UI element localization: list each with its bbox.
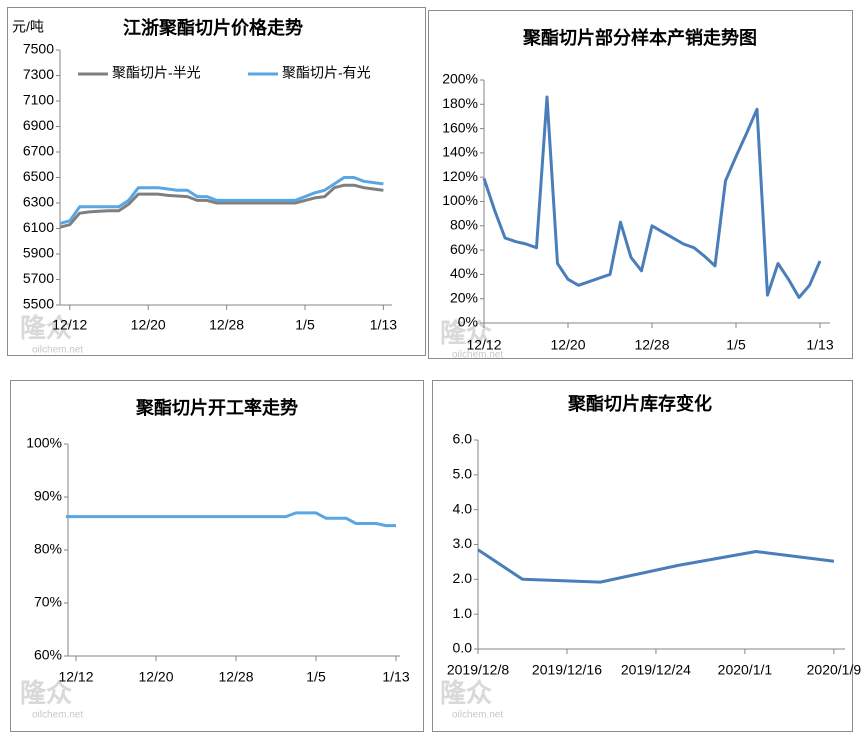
x-tick-label: 1/13 bbox=[370, 317, 397, 333]
x-tick-label: 1/13 bbox=[382, 669, 409, 685]
data-line bbox=[482, 95, 822, 299]
x-tick-label: 12/28 bbox=[218, 669, 253, 685]
x-tick-label: 12/20 bbox=[550, 337, 585, 353]
y-tick-label: 1.0 bbox=[453, 605, 473, 621]
data-line bbox=[59, 183, 384, 229]
x-tick-label: 12/12 bbox=[52, 317, 87, 333]
x-tick-label: 2020/1/9 bbox=[807, 662, 862, 678]
x-tick-label: 12/28 bbox=[634, 337, 669, 353]
legend-label: 聚酯切片-半光 bbox=[112, 65, 201, 81]
y-tick-label: 2.0 bbox=[453, 570, 473, 586]
y-tick-label: 80% bbox=[34, 541, 62, 557]
y-tick-label: 4.0 bbox=[453, 500, 473, 516]
y-tick-label: 7300 bbox=[23, 66, 54, 82]
chart-title: 聚酯切片库存变化 bbox=[567, 393, 712, 414]
y-tick-label: 160% bbox=[442, 119, 478, 135]
y-tick-label: 180% bbox=[442, 95, 478, 111]
watermark-url: oilchem.net bbox=[32, 710, 83, 721]
y-tick-label: 6300 bbox=[23, 194, 54, 210]
y-tick-label: 5.0 bbox=[453, 466, 473, 482]
legend-label: 聚酯切片-有光 bbox=[282, 65, 371, 81]
y-tick-label: 0.0 bbox=[453, 640, 473, 656]
data-line bbox=[66, 511, 396, 528]
data-line bbox=[477, 548, 835, 584]
chart-frame bbox=[7, 7, 426, 356]
y-tick-label: 6900 bbox=[23, 117, 54, 133]
y-tick-label: 6100 bbox=[23, 219, 54, 235]
chart-title: 江浙聚酯切片价格走势 bbox=[123, 17, 303, 38]
y-tick-label: 0% bbox=[458, 314, 478, 330]
y-tick-label: 20% bbox=[450, 289, 478, 305]
chart-frame bbox=[10, 380, 424, 732]
y-tick-label: 120% bbox=[442, 168, 478, 184]
watermark-logo: 隆众 bbox=[20, 678, 72, 708]
x-tick-label: 12/20 bbox=[138, 669, 173, 685]
y-tick-label: 6.0 bbox=[453, 431, 473, 447]
y-tick-label: 7500 bbox=[23, 41, 54, 57]
watermark-url: oilchem.net bbox=[452, 350, 503, 361]
y-tick-label: 3.0 bbox=[453, 535, 473, 551]
x-tick-label: 1/5 bbox=[306, 669, 326, 685]
x-tick-label: 1/5 bbox=[726, 337, 746, 353]
y-tick-label: 70% bbox=[34, 594, 62, 610]
y-tick-label: 40% bbox=[450, 265, 478, 281]
chart-title: 聚酯切片部分样本产销走势图 bbox=[522, 27, 757, 48]
x-tick-label: 12/28 bbox=[209, 317, 244, 333]
y-tick-label: 5700 bbox=[23, 270, 54, 286]
y-tick-label: 200% bbox=[442, 71, 478, 87]
x-tick-label: 12/20 bbox=[131, 317, 166, 333]
data-line bbox=[59, 176, 384, 225]
y-tick-label: 60% bbox=[34, 647, 62, 663]
x-tick-label: 2020/1/1 bbox=[718, 662, 773, 678]
chart-title: 聚酯切片开工率走势 bbox=[135, 397, 298, 418]
y-tick-label: 60% bbox=[450, 241, 478, 257]
y-tick-label: 80% bbox=[450, 217, 478, 233]
x-tick-label: 2019/12/8 bbox=[447, 662, 509, 678]
watermark-logo: 隆众 bbox=[440, 678, 492, 708]
y-tick-label: 6500 bbox=[23, 168, 54, 184]
chart-frame bbox=[428, 10, 853, 359]
watermark-url: oilchem.net bbox=[32, 345, 83, 356]
y-tick-label: 5900 bbox=[23, 245, 54, 261]
x-tick-label: 12/12 bbox=[58, 669, 93, 685]
x-tick-label: 1/13 bbox=[806, 337, 833, 353]
watermark-logo: 隆众 bbox=[20, 313, 72, 343]
y-tick-label: 90% bbox=[34, 488, 62, 504]
y-tick-label: 100% bbox=[26, 435, 62, 451]
watermark-url: oilchem.net bbox=[452, 710, 503, 721]
y-tick-label: 7100 bbox=[23, 92, 54, 108]
x-tick-label: 1/5 bbox=[295, 317, 315, 333]
y-tick-label: 100% bbox=[442, 192, 478, 208]
x-tick-label: 2019/12/24 bbox=[621, 662, 691, 678]
y-axis-label: 元/吨 bbox=[12, 19, 44, 35]
y-tick-label: 6700 bbox=[23, 143, 54, 159]
x-tick-label: 12/12 bbox=[466, 337, 501, 353]
y-tick-label: 140% bbox=[442, 144, 478, 160]
y-tick-label: 5500 bbox=[23, 296, 54, 312]
x-tick-label: 2019/12/16 bbox=[532, 662, 602, 678]
